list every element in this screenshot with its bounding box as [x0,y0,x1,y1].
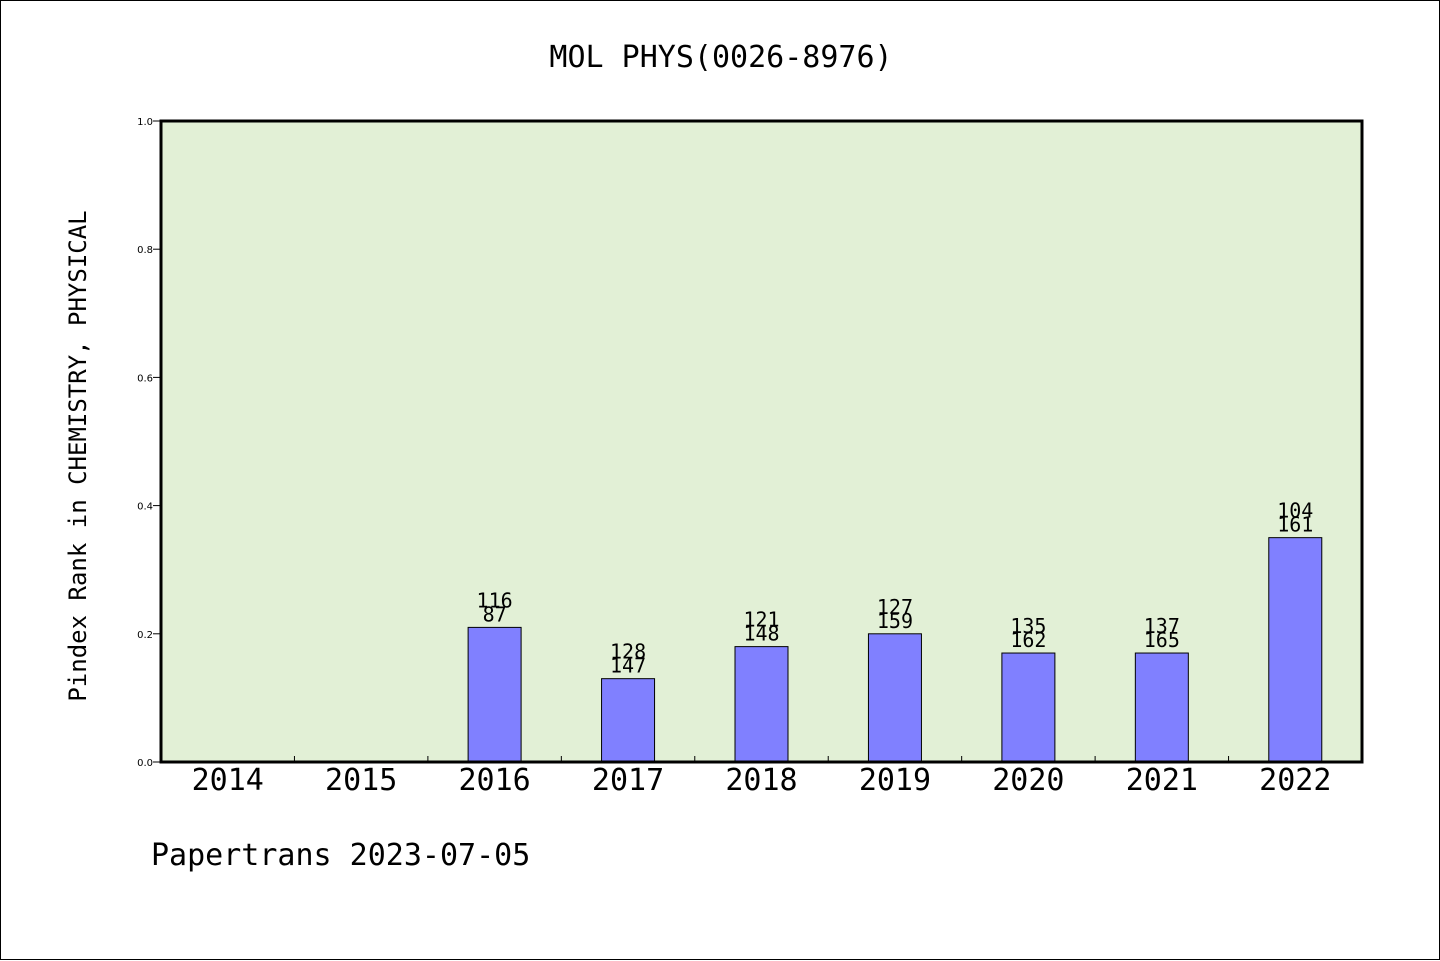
bar-total-label: 165 [1144,628,1180,652]
x-tick-label: 2021 [1126,763,1198,798]
bar-rank-label: 104 [1277,499,1313,523]
y-tick-label: 0.2 [137,630,153,641]
y-tick-label: 0.8 [137,245,153,256]
bar-total-label: 161 [1277,513,1313,537]
x-tick-label: 2018 [725,763,797,798]
bar [1001,652,1056,763]
bar-total-label: 159 [877,609,913,633]
y-tick-label: 1.0 [137,117,153,128]
y-tick-label: 0.0 [137,758,153,769]
chart-title: MOL PHYS(0026-8976) [549,40,892,75]
bar-total-label: 147 [610,654,646,678]
bar [1134,652,1189,763]
x-ticks-group: 2014 2015 2016 2017 2018 2019 2020 2021 2022 [192,756,1331,798]
x-tick-label: 2022 [1259,763,1331,798]
y-ticks-group: 0.0 0.2 0.4 0.6 0.8 1.0 [137,117,161,769]
bar [867,633,922,763]
bar-rank-label: 128 [610,640,646,664]
y-tick-label: 0.6 [137,373,153,384]
bar-rank-label: 116 [477,588,513,612]
bar [467,626,522,763]
x-tick-label: 2020 [992,763,1064,798]
x-tick-label: 2016 [458,763,530,798]
x-tick-label: 2014 [192,763,264,798]
x-tick-label: 2019 [859,763,931,798]
bar-rank-label: 127 [877,595,913,619]
bar-total-label: 148 [743,622,779,646]
bars-group [467,537,1323,763]
bar-rank-label: 135 [1010,614,1046,638]
bar-rank-label: 137 [1144,614,1180,638]
bar [1268,537,1323,763]
bar-rank-label: 121 [743,608,779,632]
y-tick-label: 0.4 [137,502,153,513]
bar-total-label: 87 [483,602,507,626]
x-tick-label: 2017 [592,763,664,798]
y-axis-label: Pindex Rank in CHEMISTRY, PHYSICAL [64,210,92,701]
bar [734,646,789,763]
x-tick-label: 2015 [325,763,397,798]
plot-border [159,119,1364,764]
bar [601,678,656,763]
footer-credit: Papertrans 2023-07-05 [151,838,530,873]
bar-total-label: 162 [1010,628,1046,652]
